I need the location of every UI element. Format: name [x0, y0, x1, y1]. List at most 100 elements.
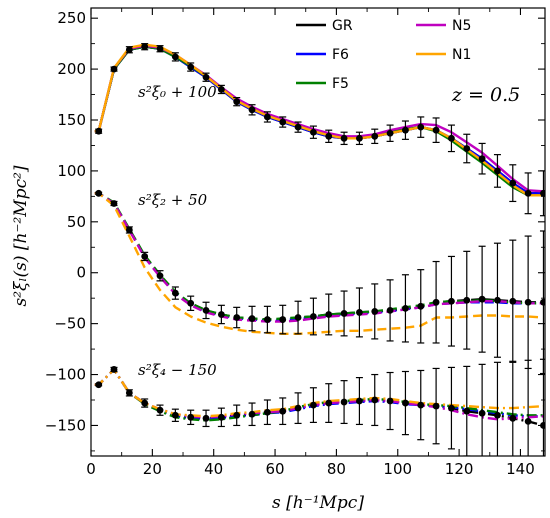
- x-tick-label-80: 80: [327, 460, 346, 478]
- data-point: [95, 381, 103, 389]
- x-axis-title: s [h⁻¹Mpc]: [272, 493, 364, 513]
- data-point: [110, 200, 118, 207]
- data-point: [309, 401, 317, 409]
- data-point: [125, 389, 133, 397]
- data-point: [371, 132, 379, 140]
- data-point: [248, 410, 256, 418]
- data-point: [417, 401, 425, 409]
- data-point: [448, 297, 455, 305]
- legend-label-f5: F5: [332, 76, 349, 92]
- data-points-layer: [95, 43, 545, 456]
- data-point: [141, 399, 149, 407]
- data-point: [309, 313, 317, 320]
- series-f6-ell0: [94, 45, 544, 195]
- data-point: [540, 298, 545, 306]
- y-tick-label-200: 200: [57, 60, 86, 78]
- data-point: [402, 126, 409, 134]
- data-point: [494, 296, 501, 304]
- data-point: [524, 417, 532, 425]
- series-n5-ell2: [94, 192, 544, 323]
- data-point: [263, 113, 271, 121]
- annotation-hexadecapole: s²ξ₄ − 150: [138, 361, 217, 379]
- data-point: [356, 397, 363, 405]
- data-point: [402, 399, 409, 407]
- data-point: [171, 411, 179, 419]
- data-point: [386, 397, 394, 405]
- data-point: [187, 63, 195, 71]
- data-point: [187, 299, 195, 307]
- data-point: [540, 189, 545, 197]
- data-point: [248, 315, 256, 322]
- data-point: [432, 298, 440, 306]
- data-point: [386, 129, 394, 137]
- series-n1-ell2: [94, 192, 544, 335]
- data-point: [171, 53, 179, 61]
- data-point: [371, 308, 379, 315]
- redshift-label: z = 0.5: [451, 84, 520, 106]
- y-tick-label-150: 150: [57, 111, 86, 129]
- data-point: [448, 134, 455, 142]
- data-point: [279, 118, 287, 126]
- data-point: [95, 189, 103, 197]
- data-point: [156, 272, 164, 280]
- data-point: [217, 86, 225, 93]
- data-point: [233, 98, 241, 106]
- data-point: [248, 106, 256, 114]
- data-point: [386, 307, 394, 314]
- data-point: [524, 298, 532, 306]
- y-tick-label-250: 250: [57, 9, 86, 27]
- data-point: [402, 304, 409, 312]
- data-point: [187, 413, 195, 421]
- data-point: [279, 407, 287, 415]
- data-point: [509, 179, 517, 187]
- data-point: [432, 402, 440, 410]
- series-gr-ell0: [94, 45, 544, 195]
- x-tick-label-40: 40: [204, 460, 223, 478]
- x-tick-label-140: 140: [506, 460, 535, 478]
- data-point: [217, 311, 225, 318]
- data-point: [125, 226, 133, 234]
- x-tick-label-100: 100: [383, 460, 412, 478]
- data-point: [478, 409, 486, 417]
- data-point: [233, 411, 241, 419]
- data-point: [509, 414, 517, 422]
- y-tick-label-50: 50: [67, 213, 86, 231]
- data-point: [294, 404, 302, 412]
- data-point: [110, 366, 118, 373]
- x-tick-label-120: 120: [445, 460, 474, 478]
- data-point: [463, 407, 471, 415]
- y-tick-label-0: 0: [76, 264, 86, 282]
- data-point: [171, 289, 179, 297]
- data-point: [279, 316, 287, 323]
- data-point: [325, 311, 333, 318]
- x-tick-label-0: 0: [86, 460, 96, 478]
- data-point: [202, 307, 210, 314]
- data-point: [125, 46, 133, 54]
- series-f5-ell0: [94, 45, 544, 197]
- data-point: [217, 413, 225, 421]
- legend-label-f6: F6: [332, 47, 349, 63]
- data-point: [340, 134, 348, 142]
- data-point: [371, 396, 379, 404]
- data-point: [524, 189, 532, 197]
- data-point: [356, 134, 363, 142]
- series-n5-ell0: [94, 44, 544, 193]
- y-tick-label--50: −50: [54, 315, 86, 333]
- data-point: [448, 404, 455, 412]
- data-point: [509, 297, 517, 305]
- data-point: [494, 167, 501, 175]
- legend-label-n1: N1: [452, 47, 471, 63]
- data-point: [356, 309, 363, 316]
- data-point: [141, 253, 149, 260]
- data-point: [263, 408, 271, 416]
- data-point: [463, 296, 471, 304]
- data-point: [95, 127, 103, 135]
- data-point: [340, 310, 348, 317]
- data-point: [478, 155, 486, 163]
- data-point: [294, 123, 302, 131]
- data-point: [233, 314, 241, 321]
- data-point: [263, 316, 271, 323]
- y-tick-label--150: −150: [45, 416, 86, 434]
- data-point: [202, 73, 210, 81]
